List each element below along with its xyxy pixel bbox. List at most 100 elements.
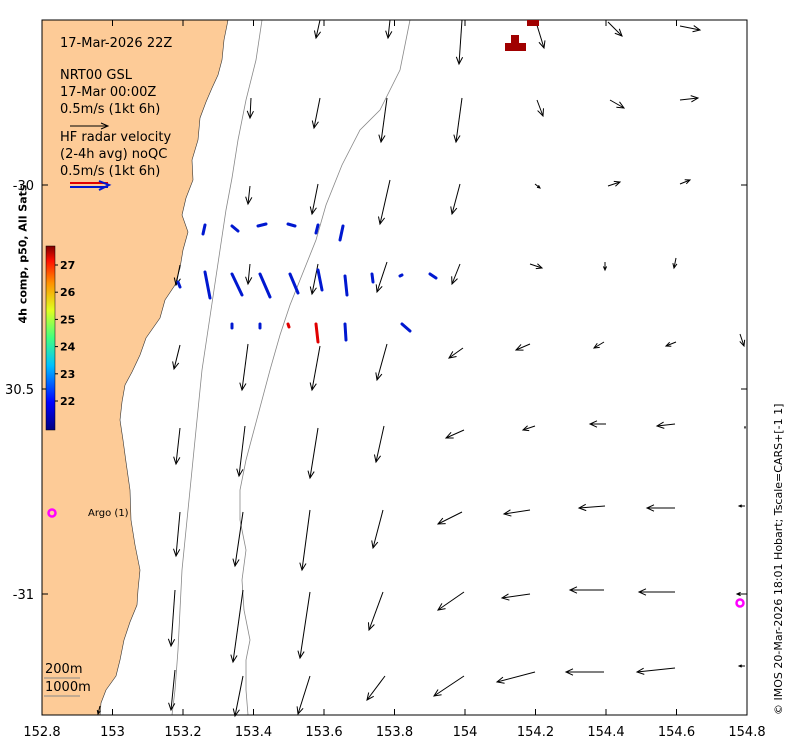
radar-vector [314, 322, 320, 344]
radar-vector [398, 273, 404, 278]
current-arrow [232, 511, 244, 568]
radar-averaging: (2-4h avg) noQC [60, 147, 168, 162]
current-arrow [232, 675, 244, 718]
radar-vector [288, 272, 300, 295]
model-time: 17-Mar 00:00Z [60, 85, 157, 100]
current-arrow [744, 426, 746, 430]
radar-vector [258, 272, 272, 299]
current-arrow [377, 179, 391, 226]
argo-label: Argo (1) [88, 508, 129, 519]
x-tick-label: 153.8 [376, 725, 413, 740]
current-arrow [514, 343, 531, 351]
current-arrow [737, 504, 745, 508]
current-arrow [534, 183, 541, 189]
y-tick-label: -30 [13, 179, 34, 194]
current-arrow [529, 263, 544, 270]
colorbar-tick-label: 26 [60, 286, 76, 299]
x-tick-label: 152.8 [23, 725, 60, 740]
current-arrow [637, 588, 675, 596]
current-arrow [588, 420, 606, 428]
current-arrow [173, 511, 181, 558]
coastline-land [41, 19, 229, 716]
radar-vector [230, 272, 244, 297]
sst-hotspot [505, 43, 526, 51]
current-arrow [502, 509, 531, 517]
current-arrow [307, 427, 319, 480]
argo-float-marker[interactable] [47, 508, 57, 518]
isobath-1000m [239, 19, 411, 716]
x-tick-label: 153 [100, 725, 125, 740]
y-tick-label: 30.5 [5, 383, 34, 398]
current-arrow [564, 668, 604, 676]
radar-vector [428, 272, 438, 280]
current-arrow [309, 345, 321, 392]
x-tick-label: 153.4 [235, 725, 272, 740]
current-arrow [739, 333, 746, 348]
current-arrow [645, 504, 675, 512]
current-arrow [432, 675, 465, 697]
radar-vector [201, 223, 207, 236]
model-source: NRT00 GSL [60, 68, 132, 83]
current-arrow [375, 343, 388, 382]
radar-vector [203, 270, 212, 300]
current-arrow [536, 99, 544, 118]
radar-vector [286, 322, 291, 329]
radar-vector [400, 322, 412, 333]
credit-text: © IMOS 20-Mar-2026 18:01 Hobart; Tscale=… [772, 403, 785, 715]
radar-title: HF radar velocity [60, 130, 172, 145]
radar-scale: 0.5m/s (1kt 6h) [60, 164, 161, 179]
current-arrow [373, 425, 385, 464]
current-arrow [311, 97, 321, 130]
model-current-arrows [96, 19, 746, 718]
current-arrow [245, 263, 253, 286]
current-arrow [607, 21, 623, 37]
sst-hotspot [527, 20, 539, 26]
current-arrow [168, 669, 176, 712]
x-tick-label: 154 [453, 725, 478, 740]
current-arrow [655, 421, 676, 429]
current-arrow [366, 675, 386, 701]
colorbar-ticks: 27 26 25 24 23 22 [55, 259, 76, 408]
current-arrow [635, 667, 676, 675]
current-arrow [735, 591, 745, 597]
current-arrow [299, 509, 311, 572]
radar-vector [314, 223, 320, 235]
map-title: 17-Mar-2026 22Z [60, 36, 173, 51]
current-arrow [246, 97, 254, 120]
current-arrow [609, 99, 626, 109]
current-arrow [679, 25, 702, 33]
current-arrow [371, 509, 384, 550]
x-tick-label: 153.6 [305, 725, 342, 740]
x-tick-label: 153.2 [164, 725, 201, 740]
y-axis: -30 30.5 -31 [5, 179, 747, 603]
current-arrow [309, 183, 319, 216]
isobath-label-200m: 200m [45, 662, 83, 677]
colorbar-tick-label: 23 [60, 368, 75, 381]
current-arrow [451, 263, 461, 286]
current-arrow [568, 586, 604, 594]
radar-vector [316, 268, 324, 292]
current-arrow [167, 589, 176, 648]
isobath-label-1000m: 1000m [45, 680, 91, 695]
current-arrow [450, 183, 461, 216]
current-arrow [296, 675, 311, 716]
argo-float-marker[interactable] [735, 598, 745, 608]
colorbar-tick-label: 27 [60, 259, 75, 272]
current-arrow [672, 257, 678, 270]
current-arrow [436, 591, 465, 611]
current-arrow [500, 593, 531, 601]
x-tick-label: 154.2 [517, 725, 554, 740]
sst-colorbar [45, 245, 56, 431]
current-arrow [495, 671, 536, 684]
current-arrow [173, 427, 181, 466]
current-arrow [535, 21, 546, 50]
radar-vector [370, 272, 375, 284]
current-arrow [385, 19, 393, 40]
x-tick-label: 154.8 [728, 725, 765, 740]
current-arrow [455, 19, 464, 66]
x-tick-label: 154.4 [587, 725, 624, 740]
current-arrow [375, 261, 388, 294]
model-scale-arrow [70, 122, 110, 130]
current-arrow [96, 705, 101, 716]
